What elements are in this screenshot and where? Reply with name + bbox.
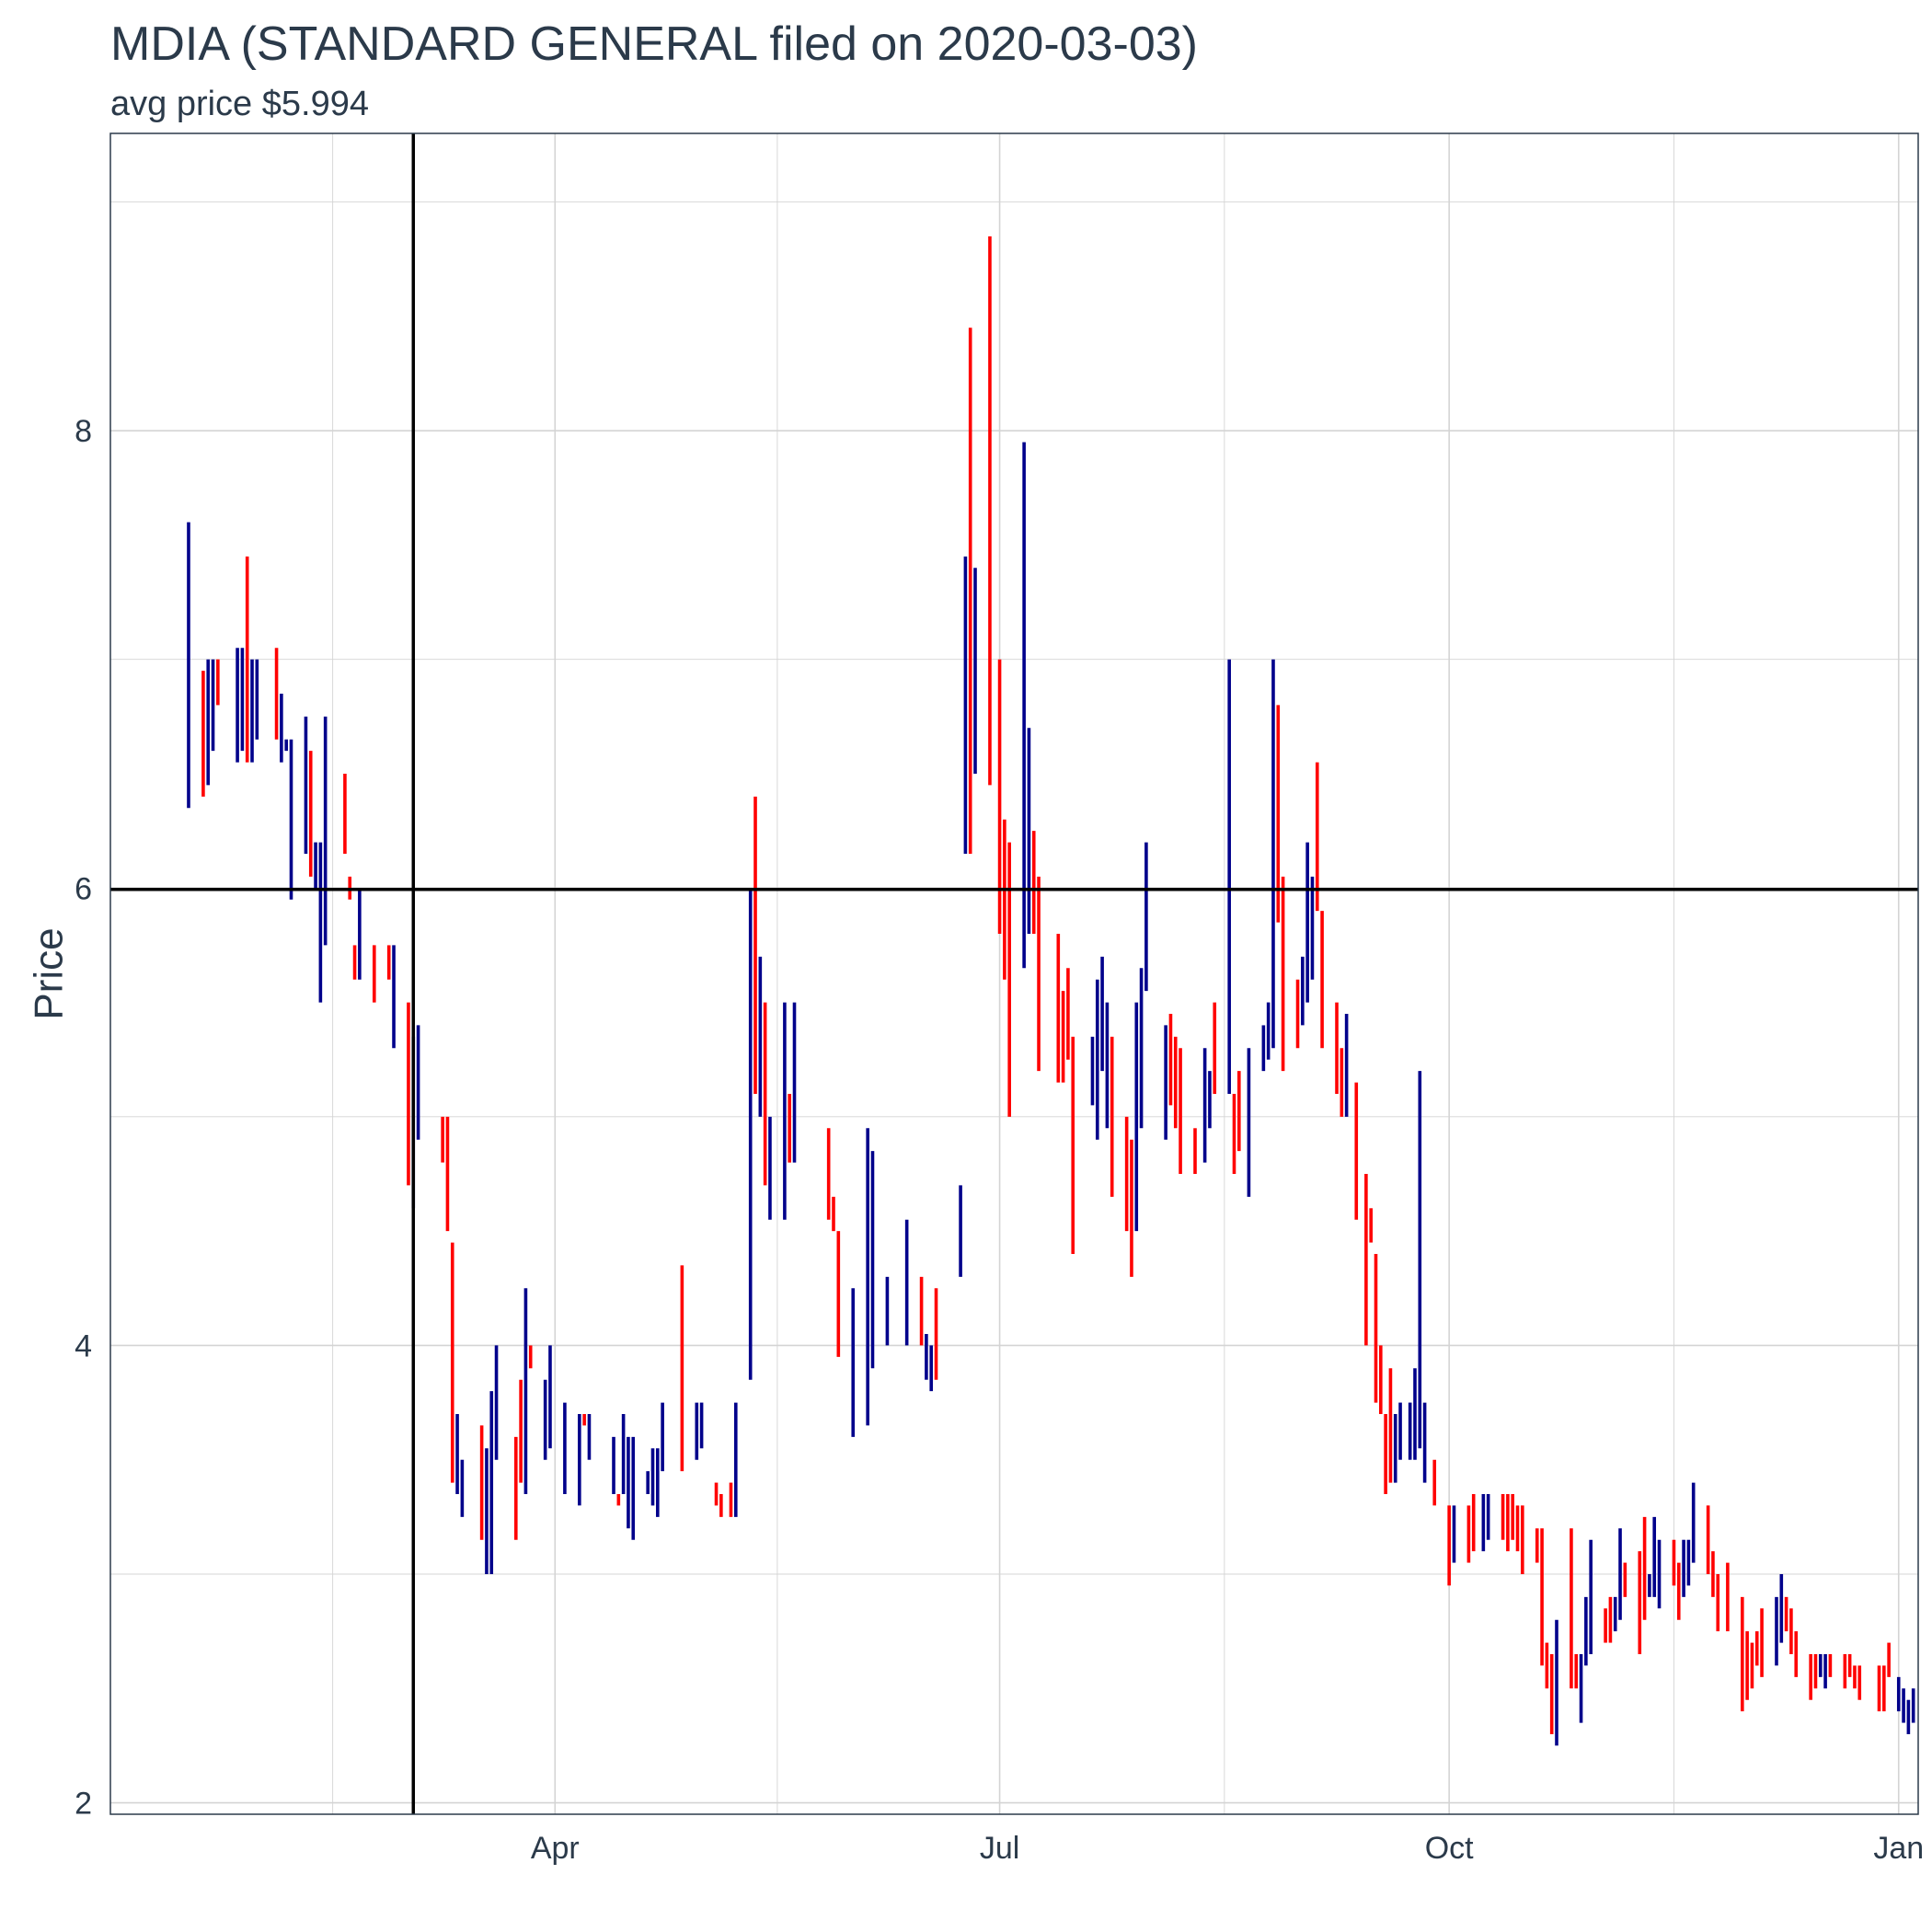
y-tick-labels: 2 4 6 8 <box>75 414 92 1821</box>
chart-title: MDIA (STANDARD GENERAL filed on 2020-03-… <box>110 17 1198 71</box>
y-tick-label: 4 <box>75 1328 92 1363</box>
x-tick-label: Jul <box>980 1831 1019 1866</box>
y-axis-title: Price <box>26 927 71 1019</box>
chart-subtitle: avg price $5.994 <box>110 85 369 123</box>
y-tick-label: 6 <box>75 871 92 906</box>
x-tick-label: Jan <box>1873 1831 1924 1866</box>
y-tick-label: 8 <box>75 414 92 449</box>
y-tick-label: 2 <box>75 1787 92 1822</box>
price-bars <box>187 236 1915 1746</box>
grid-lines <box>110 133 1918 1814</box>
x-tick-label: Apr <box>531 1831 580 1866</box>
panel-border <box>109 132 1919 1815</box>
reference-lines <box>110 133 1918 1814</box>
x-tick-label: Oct <box>1425 1831 1474 1866</box>
x-tick-labels: Apr Jul Oct Jan <box>531 1831 1924 1866</box>
